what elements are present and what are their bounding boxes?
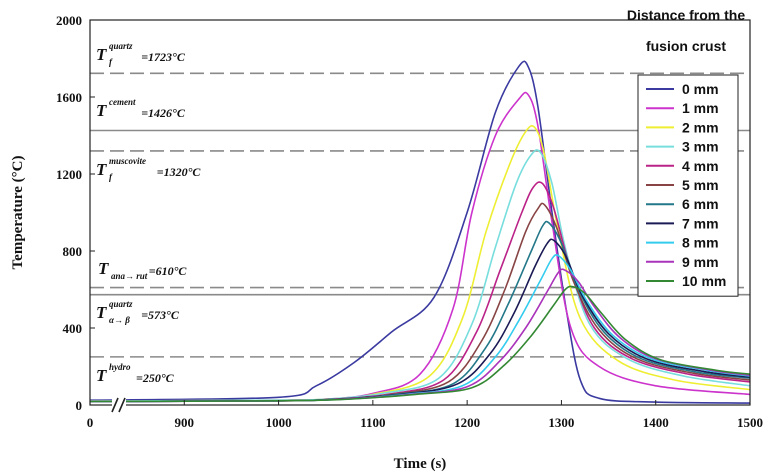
annotation-superscript: quartz [109,41,133,51]
axis-ticks-layer: 0 400 800 1200 1600 2000 0 900 1000 1100 1200 1300 1… [56,13,763,430]
annotation-subscript: f [109,172,113,182]
annotation-subscript: f [109,57,113,67]
x-tick-label: 900 [175,415,195,430]
annotation-subscript: α→ β [109,315,130,325]
x-tick-label: 1300 [548,415,574,430]
annotation-symbol: T [98,259,109,278]
annotation-symbol: T [96,45,107,64]
series-line [89,285,751,403]
legend-entry: 4 mm [682,158,719,174]
legend-entry: 9 mm [682,254,719,270]
legend-entry: 5 mm [682,177,719,193]
y-tick-label: 1600 [56,90,82,105]
plot-frame [89,19,751,406]
axis-break-layer [111,397,126,413]
legend-entry: 8 mm [682,235,719,251]
y-tick-label: 400 [63,321,83,336]
annotation-superscript: hydro [109,362,131,372]
legend-entry: 1 mm [682,100,719,116]
x-axis-label: Time (s) [394,456,447,472]
x-tick-label: 1500 [737,415,763,430]
annotation-value: =1320°C [157,165,202,179]
annotation-superscript: muscovite [109,156,146,166]
y-tick-label: 1200 [56,167,82,182]
x-tick-label: 0 [87,415,94,430]
legend-title-line: fusion crust [646,38,726,54]
legend-title-line: Distance from the [627,7,745,23]
axis-break-gap [112,397,126,413]
legend-entry: 0 mm [682,81,719,97]
x-tick-label: 1200 [454,415,480,430]
legend-entry: 2 mm [682,119,719,135]
y-tick-label: 800 [63,244,83,259]
y-tick-label: 0 [76,398,83,413]
annotation-value: =1723°C [141,50,186,64]
legend-entry: 3 mm [682,139,719,155]
annotation-symbol: T [96,303,107,322]
legend-entry: 6 mm [682,196,719,212]
series-layer [89,60,751,404]
axis-break-mark [118,397,126,413]
annotation-symbol: T [96,366,107,385]
annotation-symbol: T [96,101,107,120]
x-tick-label: 1000 [266,415,292,430]
legend-entry: 10 mm [682,273,726,289]
annotation-value: =610°C [149,264,188,278]
y-tick-label: 2000 [56,13,82,28]
axis-break-mark [111,397,119,413]
annotation-superscript: quartz [109,299,133,309]
legend: Distance from the fusion crust 0 mm 1 mm 2 m… [627,7,745,297]
series-line [89,60,751,404]
x-tick-label: 1100 [360,415,385,430]
annotation-value: =1426°C [141,106,186,120]
annotation-value: =250°C [136,371,175,385]
annotation-superscript: cement [109,97,136,107]
x-tick-label: 1400 [643,415,669,430]
y-axis-label: Temperature (°C) [10,156,26,270]
annotation-value: =573°C [141,308,180,322]
annotation-subscript: ana→ rut [111,271,148,281]
annotation-symbol: T [96,160,107,179]
reference-lines-layer [90,72,750,358]
legend-entry: 7 mm [682,215,719,231]
